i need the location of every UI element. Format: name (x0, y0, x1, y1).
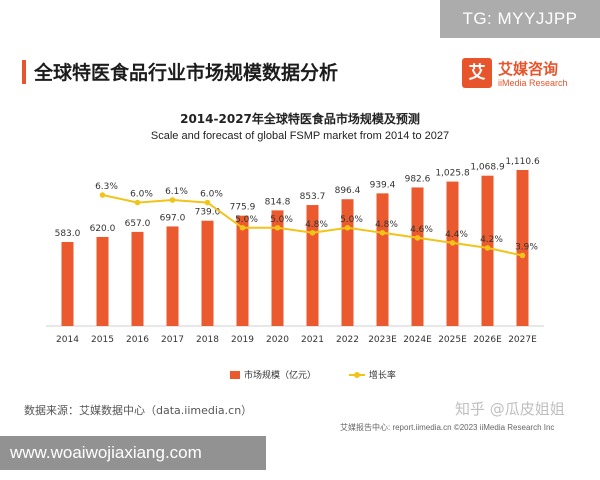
growth-point-2020 (274, 224, 281, 231)
growth-point-2018 (204, 199, 211, 206)
x-tick-2014: 2014 (56, 335, 79, 345)
x-tick-2020: 2020 (266, 335, 289, 345)
chart-title: 2014-2027年全球特医食品市场规模及预测 (180, 112, 420, 126)
growth-label-2018: 6.0% (200, 190, 223, 200)
growth-point-2016 (134, 199, 141, 206)
logo-name-en: iiMedia Research (498, 78, 568, 88)
growth-point-2025E (449, 240, 456, 246)
bar-2027E (516, 170, 529, 326)
bar-2016 (131, 231, 144, 326)
growth-label-2015: 6.3% (95, 182, 118, 192)
bar-label-2016: 657.0 (125, 219, 151, 229)
bar-label-2022: 896.4 (335, 186, 361, 196)
x-tick-2016: 2016 (126, 335, 149, 345)
iimedia-logo: 艾 艾媒咨询 iiMedia Research (462, 58, 592, 94)
bar-2021 (306, 205, 319, 326)
x-tick-2015: 2015 (91, 335, 114, 345)
bar-2023E (376, 193, 389, 326)
report-footer: 艾媒报告中心: report.iimedia.cn ©2023 iiMedia … (340, 423, 555, 432)
bar-label-2025E: 1,025.8 (435, 169, 470, 179)
growth-label-2016: 6.0% (130, 190, 153, 200)
bar-2017 (166, 226, 179, 326)
bar-label-2018: 739.0 (195, 208, 221, 218)
chart-subtitle: Scale and forecast of global FSMP market… (150, 130, 450, 142)
bar-label-2014: 583.0 (55, 229, 81, 239)
bar-2019 (236, 215, 249, 326)
growth-point-2021 (309, 230, 316, 236)
logo-mark: 艾 (462, 58, 492, 88)
bar-2022 (341, 199, 354, 326)
growth-point-2015 (99, 192, 106, 198)
growth-label-2020: 5.0% (270, 215, 293, 225)
url-watermark: www.woaiwojiaxiang.com (0, 436, 266, 470)
growth-point-2019 (239, 224, 246, 231)
legend-line-swatch (348, 371, 365, 378)
bar-2018 (201, 220, 214, 326)
title-accent-bar (22, 60, 26, 84)
legend-bar-swatch (230, 370, 240, 379)
page-title: 全球特医食品行业市场规模数据分析 (34, 62, 339, 84)
bar-label-2020: 814.8 (265, 197, 291, 207)
growth-point-2024E (414, 235, 421, 241)
bar-2014 (61, 242, 74, 326)
x-tick-2021: 2021 (301, 335, 324, 345)
bar-2024E (411, 187, 424, 326)
chart-legend: 市场规模（亿元） 增长率 (230, 368, 396, 382)
bar-label-2021: 853.7 (300, 192, 326, 202)
x-tick-2018: 2018 (196, 335, 219, 345)
x-tick-2023E: 2023E (368, 335, 397, 345)
zhihu-watermark: 知乎 @瓜皮姐姐 (455, 400, 565, 418)
x-tick-2025E: 2025E (438, 335, 467, 345)
growth-label-2022: 5.0% (340, 215, 363, 225)
x-tick-2019: 2019 (231, 335, 254, 345)
growth-point-2026E (484, 245, 491, 251)
growth-label-2025E: 4.4% (445, 230, 468, 240)
growth-label-2023E: 4.8% (375, 220, 398, 230)
growth-point-2017 (169, 197, 176, 203)
logo-name-cn: 艾媒咨询 (498, 60, 559, 78)
bar-label-2019: 775.9 (230, 203, 256, 213)
bar-2025E (446, 181, 459, 326)
data-source: 数据来源：艾媒数据中心（data.iimedia.cn） (24, 404, 253, 417)
bar-label-2023E: 939.4 (370, 180, 396, 190)
bar-label-2024E: 982.6 (405, 174, 431, 184)
legend-line-label: 增长率 (368, 371, 396, 381)
growth-label-2024E: 4.6% (410, 225, 433, 235)
x-tick-2027E: 2027E (508, 335, 537, 345)
growth-point-2027E (519, 252, 526, 259)
bar-2020 (271, 210, 284, 326)
bar-2026E (481, 175, 494, 326)
tg-watermark: TG: MYYJJPP (440, 0, 600, 38)
bar-label-2015: 620.0 (90, 224, 116, 234)
bar-label-2026E: 1,068.9 (470, 163, 505, 173)
x-tick-2017: 2017 (161, 335, 184, 345)
bar-2015 (96, 236, 109, 326)
bar-label-2017: 697.0 (160, 213, 186, 223)
x-tick-2024E: 2024E (403, 335, 432, 345)
x-tick-2026E: 2026E (473, 335, 502, 345)
growth-label-2021: 4.8% (305, 220, 328, 230)
growth-point-2022 (344, 224, 351, 231)
growth-label-2027E: 3.9% (515, 242, 538, 252)
bar-label-2027E: 1,110.6 (505, 157, 540, 167)
x-tick-2022: 2022 (336, 335, 359, 345)
growth-label-2017: 6.1% (165, 187, 188, 197)
growth-point-2023E (379, 230, 386, 236)
market-size-chart: 583.0 2014 620.0 2015 657.0 2016 697.0 2017 739.… (46, 157, 544, 345)
growth-label-2019: 5.0% (235, 215, 258, 225)
legend-bar-label: 市场规模（亿元） (244, 371, 317, 381)
growth-label-2026E: 4.2% (480, 235, 503, 245)
